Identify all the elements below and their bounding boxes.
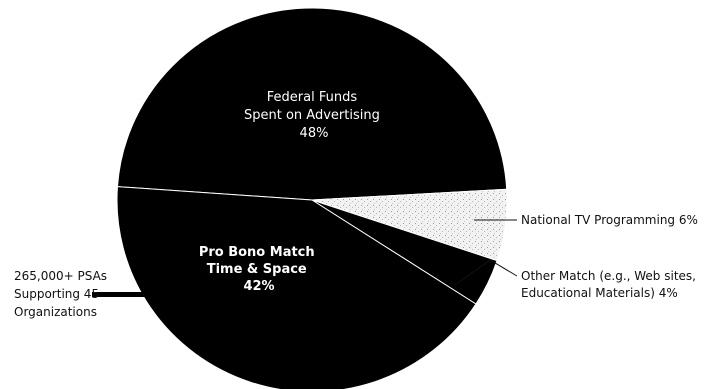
annotation-psas: 265,000+ PSAs Supporting 45 Organization… — [14, 269, 111, 319]
federal-label-line-1: Federal Funds — [267, 90, 358, 105]
pie-slices — [117, 8, 507, 389]
federal-label-line-3: 48% — [300, 126, 329, 141]
psas-line-2: Supporting 45 — [14, 287, 99, 301]
callout-other-match: Other Match (e.g., Web sites, Educationa… — [521, 269, 700, 300]
callout-national-tv: National TV Programming 6% — [521, 213, 698, 227]
pro-bono-label-line-1: Pro Bono Match — [199, 245, 315, 260]
other-match-line-2: Educational Materials) 4% — [521, 286, 678, 300]
pro-bono-label-line-2: Time & Space — [207, 262, 307, 277]
other-match-line-1: Other Match (e.g., Web sites, — [521, 269, 696, 283]
psas-line-3: Organizations — [14, 305, 97, 319]
federal-label-line-2: Spent on Advertising — [244, 108, 380, 123]
pro-bono-label-line-3: 42% — [243, 279, 274, 294]
psas-line-1: 265,000+ PSAs — [14, 269, 107, 283]
